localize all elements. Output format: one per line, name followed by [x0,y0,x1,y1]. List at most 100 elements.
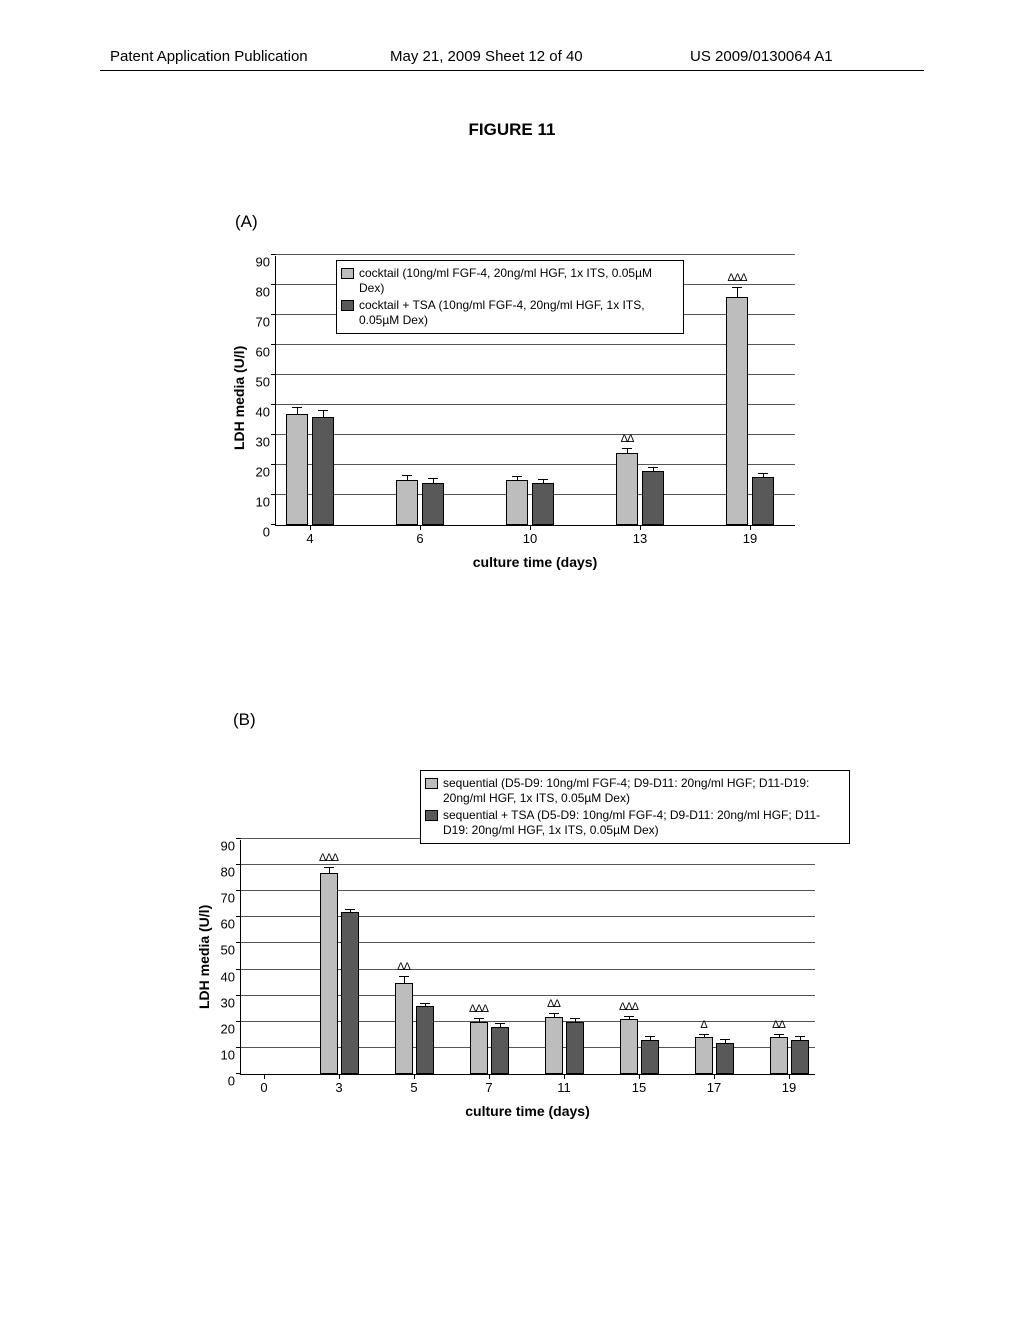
y-tick-mark [271,374,276,375]
error-bar [704,1035,705,1038]
y-tick-mark [236,838,241,839]
error-cap [795,1036,805,1037]
error-cap [399,976,409,977]
error-bar [517,477,518,480]
x-tick-mark [264,1074,265,1079]
significance-mark: ΔΔΔ [319,852,338,864]
significance-mark: ΔΔΔ [469,1003,488,1015]
legend-text: sequential + TSA (D5-D9: 10ng/ml FGF-4; … [443,808,845,838]
error-cap [420,1003,430,1004]
error-bar [407,476,408,481]
gridline [276,344,795,345]
significance-mark: ΔΔΔ [727,272,746,284]
bar [716,1043,734,1074]
y-tick-label: 20 [256,465,270,480]
error-bar [653,468,654,471]
error-bar [575,1019,576,1022]
error-bar [329,868,330,873]
error-cap [428,478,438,479]
gridline [276,254,795,255]
y-tick-mark [271,494,276,495]
y-tick-mark [271,284,276,285]
error-bar [629,1017,630,1020]
significance-mark: ΔΔ [547,998,560,1010]
legend-text: sequential (D5-D9: 10ng/ml FGF-4; D9-D11… [443,776,845,806]
y-tick-mark [236,995,241,996]
gridline [241,864,815,865]
error-cap [732,287,742,288]
x-tick-mark [639,1074,640,1079]
chart-b: LDH media (U/l)010203040506070809003ΔΔΔ5… [190,830,855,1135]
bar [312,417,334,525]
error-cap [648,467,658,468]
header-right: US 2009/0130064 A1 [690,48,833,65]
error-cap [622,448,632,449]
legend-row: sequential (D5-D9: 10ng/ml FGF-4; D9-D11… [425,776,845,806]
x-tick-mark [420,525,421,530]
error-bar [404,977,405,982]
gridline [276,434,795,435]
significance-mark: Δ [700,1019,706,1031]
y-tick-label: 40 [256,405,270,420]
figure-title: FIGURE 11 [0,120,1024,140]
y-tick-label: 50 [256,375,270,390]
error-bar [297,408,298,414]
error-bar [737,288,738,297]
x-tick-label: 19 [782,1080,796,1095]
x-tick-mark [714,1074,715,1079]
error-bar [500,1024,501,1027]
significance-mark: ΔΔ [397,961,410,973]
x-tick-mark [640,525,641,530]
error-cap [324,867,334,868]
bar [545,1017,563,1074]
bar [395,983,413,1074]
y-tick-label: 20 [221,1021,235,1036]
gridline [276,404,795,405]
bar [396,480,418,525]
x-tick-label: 5 [410,1080,417,1095]
y-tick-mark [236,942,241,943]
bar [770,1037,788,1074]
bar [532,483,554,525]
error-bar [323,411,324,417]
significance-mark: ΔΔ [621,433,634,445]
x-tick-mark [789,1074,790,1079]
x-tick-label: 11 [557,1080,571,1095]
y-tick-mark [236,890,241,891]
y-tick-mark [271,434,276,435]
y-tick-label: 70 [221,891,235,906]
error-bar [763,474,764,477]
error-bar [800,1037,801,1040]
x-tick-mark [564,1074,565,1079]
error-cap [512,476,522,477]
error-bar [350,910,351,913]
x-tick-mark [339,1074,340,1079]
error-cap [345,909,355,910]
panel-b-label: (B) [233,710,256,730]
y-tick-mark [236,916,241,917]
bar [616,453,638,525]
x-tick-label: 19 [743,531,757,546]
error-bar [479,1019,480,1022]
legend-row: cocktail + TSA (10ng/ml FGF-4, 20ng/ml H… [341,298,679,328]
error-cap [645,1036,655,1037]
y-tick-mark [271,344,276,345]
error-bar [554,1014,555,1017]
chart-a: LDH media (U/l)0102030405060708090461013… [225,246,835,586]
y-tick-label: 40 [221,969,235,984]
error-bar [650,1037,651,1040]
x-tick-label: 4 [306,531,313,546]
y-tick-label: 0 [228,1074,235,1089]
y-tick-mark [236,1021,241,1022]
bar [695,1037,713,1074]
y-tick-mark [236,864,241,865]
error-cap [474,1018,484,1019]
error-cap [495,1023,505,1024]
y-tick-mark [271,314,276,315]
error-cap [318,410,328,411]
y-tick-label: 60 [221,917,235,932]
bar [320,873,338,1074]
y-tick-mark [271,254,276,255]
x-tick-label: 0 [260,1080,267,1095]
legend: cocktail (10ng/ml FGF-4, 20ng/ml HGF, 1x… [336,260,684,334]
